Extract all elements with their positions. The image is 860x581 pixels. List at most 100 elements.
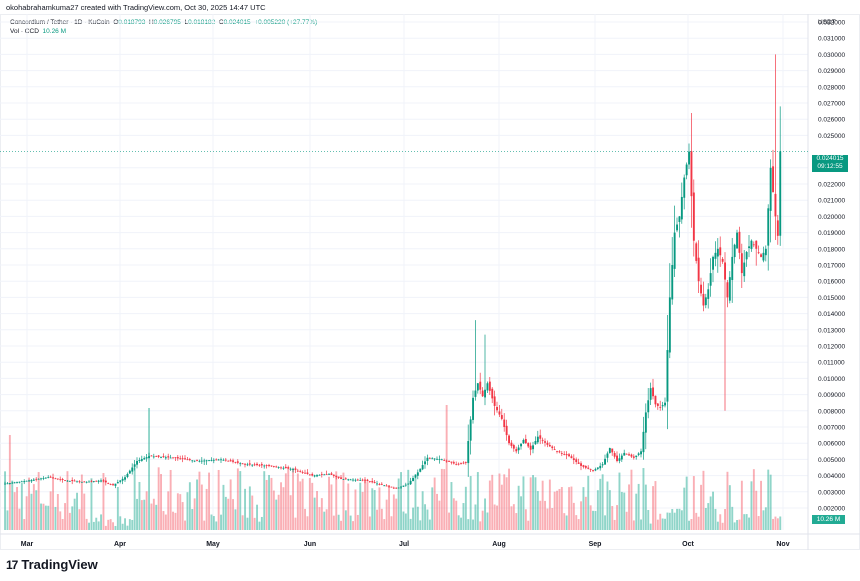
volume-bar: [251, 495, 254, 530]
candle-body: [517, 447, 520, 451]
volume-bar: [380, 508, 383, 530]
candle-body: [104, 480, 107, 483]
candle-body: [20, 481, 23, 483]
candle-body: [426, 457, 429, 461]
candle-body: [222, 459, 225, 461]
volume-bar: [395, 498, 398, 530]
volume-bar: [668, 512, 671, 530]
candle-body: [356, 479, 359, 481]
volume-bar: [292, 468, 294, 530]
candle-body: [515, 449, 518, 452]
volume-bar: [628, 484, 630, 530]
volume-bar: [392, 494, 395, 530]
volume-bar: [426, 509, 429, 530]
volume-bar: [676, 508, 678, 530]
x-tick-label: Jun: [304, 541, 316, 548]
candle-body: [193, 460, 196, 462]
candle-body: [774, 193, 777, 217]
current-price: 0.024015: [816, 155, 844, 162]
candle-body: [143, 458, 146, 460]
candle-body: [71, 480, 74, 482]
currency-unit[interactable]: USDT: [818, 19, 836, 26]
volume-bar: [500, 484, 503, 530]
volume-bar: [277, 494, 280, 530]
volume-bar: [484, 498, 486, 530]
volume-bar: [349, 515, 352, 530]
volume-bar: [13, 492, 16, 530]
volume-label[interactable]: Vol · CCD: [10, 28, 39, 35]
volume-bar: [227, 498, 230, 530]
candle-body: [704, 297, 707, 306]
candle-body: [642, 431, 645, 453]
candle-body: [292, 469, 294, 470]
volume-bar: [553, 491, 556, 530]
volume-bar: [104, 525, 107, 530]
candle-body: [311, 473, 314, 476]
volume-bar: [448, 512, 450, 530]
candle-body: [263, 465, 266, 467]
candle-body: [416, 472, 419, 476]
candle-body: [508, 435, 510, 444]
volume-bar: [412, 507, 414, 530]
candle-body: [224, 459, 227, 461]
volume-bar: [570, 486, 573, 530]
volume-bar: [776, 518, 779, 530]
volume-bar: [560, 487, 563, 530]
candle-body: [66, 480, 69, 482]
volume-bar: [54, 506, 57, 530]
candle-body: [277, 467, 280, 468]
volume-bar: [760, 480, 762, 530]
candle-body: [390, 486, 393, 488]
volume-bar: [373, 490, 376, 530]
candle-body: [133, 464, 136, 467]
volume-bar: [169, 469, 172, 530]
candle-body: [592, 470, 594, 471]
volume-bar: [505, 477, 508, 530]
volume-bar: [376, 509, 378, 530]
volume-bar: [685, 476, 688, 530]
candle-body: [376, 483, 378, 485]
candle-body: [755, 240, 758, 249]
volume-bar: [580, 501, 582, 530]
volume-bar: [702, 470, 705, 530]
candle-body: [500, 415, 503, 419]
candle-body: [769, 167, 772, 211]
candle-body: [162, 456, 165, 458]
candle-body: [678, 216, 681, 222]
candle-body: [656, 403, 659, 406]
volume-bar: [462, 503, 465, 530]
candle-body: [628, 454, 630, 456]
candle-body: [467, 441, 470, 464]
candle-body: [702, 293, 705, 306]
volume-bar: [35, 490, 38, 530]
candle-body: [308, 474, 311, 476]
volume-bar: [136, 498, 138, 530]
candle-body: [49, 476, 52, 478]
volume-bar: [193, 498, 196, 530]
candle-body: [419, 468, 422, 472]
candle-body: [174, 457, 177, 459]
y-tick-label: 0.020000: [818, 214, 845, 221]
volume-bar: [548, 479, 551, 530]
volume-bar: [337, 514, 340, 530]
volume-bar: [623, 492, 626, 530]
volume-bar: [481, 510, 484, 530]
y-tick-label: 0.014000: [818, 311, 845, 318]
candle-body: [157, 455, 160, 457]
candle-body: [200, 460, 203, 462]
volume-bar: [488, 480, 491, 530]
candle-body: [726, 282, 729, 298]
candle-body: [582, 465, 585, 467]
candle-body: [148, 456, 150, 459]
candle-body: [606, 453, 609, 458]
y-tick-label: 0.004000: [818, 473, 845, 480]
candle-body: [30, 480, 33, 482]
volume-bar: [181, 502, 184, 530]
volume-bar: [520, 496, 522, 530]
volume-tag: 10.26 M: [812, 515, 845, 524]
volume-bar: [340, 520, 342, 530]
candle-body: [716, 248, 719, 257]
volume-bar: [455, 500, 458, 530]
volume-bar: [546, 508, 549, 530]
